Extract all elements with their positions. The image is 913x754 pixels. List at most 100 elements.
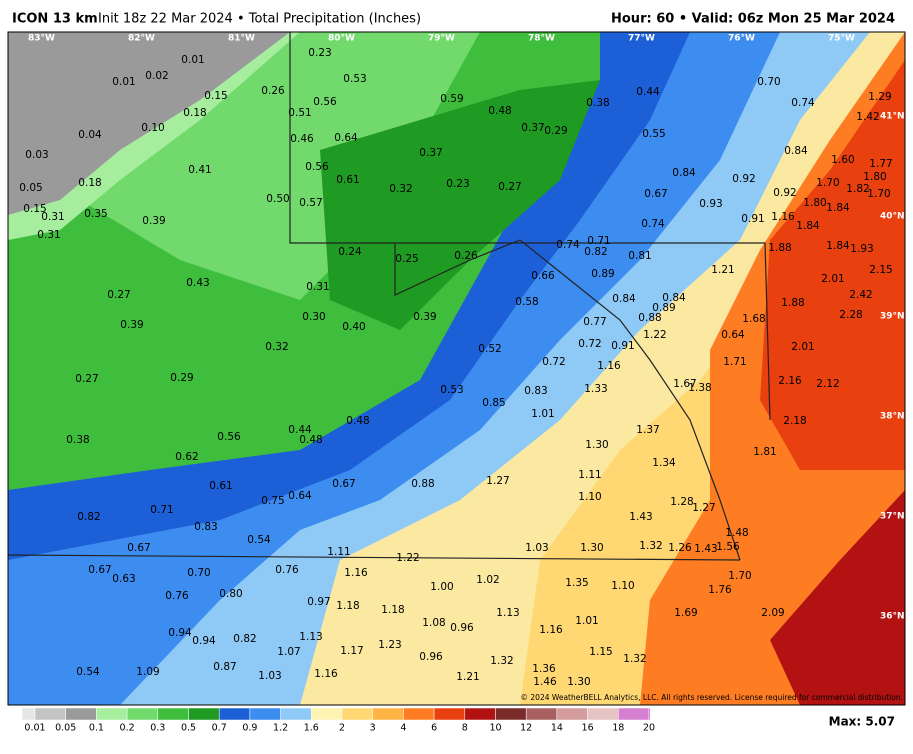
precip-value: 1.03 <box>525 542 548 554</box>
precip-value: 0.84 <box>672 167 696 179</box>
precip-value: 1.09 <box>136 666 159 678</box>
legend-swatch <box>403 707 435 721</box>
precip-value: 1.32 <box>623 653 646 665</box>
precip-value: 0.53 <box>343 73 366 85</box>
precip-value: 0.27 <box>107 289 130 301</box>
precip-value: 0.61 <box>209 480 232 492</box>
legend-swatch <box>618 707 650 721</box>
precip-value: 0.44 <box>288 424 312 436</box>
legend-swatch <box>311 707 343 721</box>
precip-value: 0.46 <box>290 133 314 145</box>
precip-value: 0.54 <box>247 534 271 546</box>
precip-value: 1.30 <box>580 542 603 554</box>
legend-label: 0.5 <box>181 723 196 734</box>
precip-value: 0.91 <box>611 340 634 352</box>
precip-value: 1.26 <box>668 542 692 554</box>
legend-label: 18 <box>612 723 624 734</box>
precip-value: 0.56 <box>217 431 241 443</box>
precip-value: 1.01 <box>531 408 554 420</box>
precip-value: 1.46 <box>533 676 557 688</box>
precip-value: 0.30 <box>302 311 325 323</box>
precip-value: 1.13 <box>496 607 519 619</box>
precip-value: 0.59 <box>440 93 463 105</box>
precip-value: 0.57 <box>299 197 322 209</box>
precip-value: 1.88 <box>768 242 791 254</box>
precip-value: 1.35 <box>565 577 588 589</box>
precip-value: 0.76 <box>275 564 299 576</box>
precip-value: 0.58 <box>515 296 538 308</box>
precip-value: 1.11 <box>327 546 350 558</box>
precip-value: 1.88 <box>781 297 804 309</box>
longitude-label: 82°W <box>128 34 155 44</box>
legend-swatch <box>433 707 466 721</box>
precip-value: 0.53 <box>440 384 463 396</box>
legend-swatch <box>65 707 97 721</box>
precip-value: 0.41 <box>188 164 211 176</box>
precip-value: 0.81 <box>628 250 651 262</box>
precip-value: 0.84 <box>662 292 686 304</box>
latitude-label: 38°N <box>880 412 905 422</box>
precip-value: 0.43 <box>186 277 209 289</box>
precip-value: 0.67 <box>88 564 111 576</box>
precip-value: 1.56 <box>716 541 740 553</box>
precip-value: 0.88 <box>638 312 661 324</box>
precip-value: 1.71 <box>723 356 746 368</box>
legend-swatch <box>126 707 159 721</box>
longitude-label: 77°W <box>628 34 655 44</box>
latitude-label: 36°N <box>880 612 905 622</box>
precip-value: 1.32 <box>490 655 513 667</box>
precip-value: 0.92 <box>732 173 755 185</box>
precip-value: 0.67 <box>644 188 667 200</box>
model-name: ICON 13 km <box>12 12 98 27</box>
precip-value: 1.82 <box>846 183 869 195</box>
precip-value: 0.31 <box>306 281 329 293</box>
legend-label: 0.9 <box>242 723 257 734</box>
precip-value: 0.70 <box>187 567 210 579</box>
legend-swatch <box>556 707 588 721</box>
legend-label: 10 <box>489 723 501 734</box>
precip-value: 0.82 <box>584 246 607 258</box>
precip-value: 0.82 <box>77 511 100 523</box>
valid-time: Hour: 60 • Valid: 06z Mon 25 Mar 2024 <box>611 12 895 27</box>
precip-value: 1.80 <box>803 197 826 209</box>
precip-value: 1.42 <box>856 111 879 123</box>
precip-value: 0.26 <box>261 85 285 97</box>
precip-value: 0.74 <box>556 239 580 251</box>
precip-value: 1.67 <box>673 378 696 390</box>
precip-value: 1.38 <box>688 382 711 394</box>
precip-value: 0.94 <box>192 635 216 647</box>
precip-value: 1.30 <box>567 676 590 688</box>
precip-value: 0.01 <box>181 54 204 66</box>
precip-value: 1.70 <box>867 188 890 200</box>
precip-value: 0.01 <box>112 76 135 88</box>
precip-value: 0.50 <box>266 193 289 205</box>
precip-value: 0.32 <box>265 341 288 353</box>
precip-value: 0.51 <box>288 107 311 119</box>
precip-value: 0.15 <box>23 203 46 215</box>
precip-value: 1.93 <box>850 243 873 255</box>
legend-label: 2 <box>339 723 345 734</box>
precip-value: 0.32 <box>389 183 412 195</box>
precip-value: 0.93 <box>699 198 722 210</box>
precip-value: 0.29 <box>170 372 193 384</box>
legend-label: 3 <box>370 723 376 734</box>
precip-value: 0.18 <box>183 107 206 119</box>
precip-value: 1.15 <box>589 646 612 658</box>
precip-value: 0.76 <box>165 590 189 602</box>
precip-value: 0.48 <box>299 434 322 446</box>
precip-value: 1.18 <box>336 600 359 612</box>
precip-value: 0.38 <box>66 434 89 446</box>
precip-value: 1.21 <box>456 671 479 683</box>
precip-value: 0.52 <box>478 343 501 355</box>
precip-value: 1.77 <box>869 158 892 170</box>
precip-value: 0.39 <box>142 215 165 227</box>
precip-value: 1.76 <box>708 584 732 596</box>
precip-value: 1.16 <box>539 624 563 636</box>
precip-value: 1.16 <box>597 360 621 372</box>
precip-value: 0.44 <box>636 86 660 98</box>
precip-value: 0.40 <box>342 321 365 333</box>
legend-label: 14 <box>551 723 563 734</box>
precip-value: 0.64 <box>334 132 358 144</box>
precip-value: 0.72 <box>578 338 601 350</box>
precip-value: 0.31 <box>37 229 60 241</box>
